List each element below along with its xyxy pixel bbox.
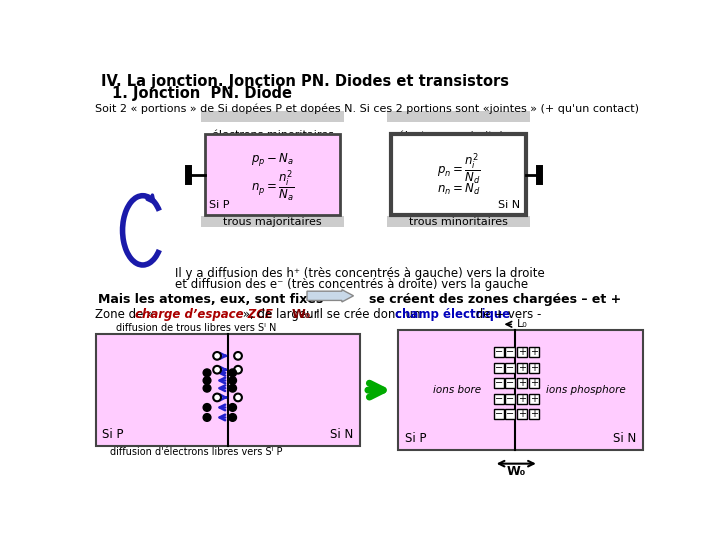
Text: −: −	[506, 394, 515, 403]
Bar	[494, 409, 504, 419]
Bar	[505, 363, 516, 373]
Text: diffusion d'électrons libres vers Sᴵ P: diffusion d'électrons libres vers Sᴵ P	[110, 448, 282, 457]
Text: −: −	[495, 378, 503, 388]
Circle shape	[229, 384, 236, 392]
Bar	[204, 134, 341, 215]
Text: +: +	[518, 394, 526, 403]
Text: Mais les atomes, eux, sont fixes: Mais les atomes, eux, sont fixes	[98, 293, 323, 306]
Text: électrons minoritaires: électrons minoritaires	[212, 130, 333, 140]
Text: +: +	[530, 363, 538, 373]
Bar	[517, 409, 527, 419]
Bar	[517, 347, 527, 357]
Bar	[505, 347, 516, 357]
Bar	[505, 394, 516, 403]
Text: et diffusion des e⁻ (très concentrés à droite) vers la gauche: et diffusion des e⁻ (très concentrés à d…	[175, 278, 528, 291]
Text: +: +	[518, 378, 526, 388]
Text: −: −	[495, 394, 503, 403]
Text: Si N: Si N	[498, 200, 520, 211]
Bar	[494, 347, 504, 357]
Text: $p_p - N_a$: $p_p - N_a$	[251, 151, 294, 168]
Bar	[201, 217, 344, 227]
Text: Si N: Si N	[613, 432, 636, 445]
Text: IV. La jonction. Jonction PN. Diodes et transistors: IV. La jonction. Jonction PN. Diodes et …	[101, 74, 509, 89]
Bar	[517, 394, 527, 403]
Text: diffusion de trous libres vers Sᴵ N: diffusion de trous libres vers Sᴵ N	[116, 323, 276, 333]
Circle shape	[203, 369, 211, 377]
Bar	[96, 334, 360, 446]
Text: −: −	[495, 409, 503, 419]
Bar	[517, 378, 527, 388]
Bar	[505, 378, 516, 388]
Bar	[517, 363, 527, 373]
Bar	[201, 111, 344, 122]
Text: +: +	[530, 378, 538, 388]
Text: L₀: L₀	[517, 319, 528, 329]
Bar	[387, 111, 530, 122]
Circle shape	[229, 414, 236, 421]
Bar	[528, 347, 539, 357]
Circle shape	[229, 377, 236, 384]
Text: se créent des zones chargées – et +: se créent des zones chargées – et +	[369, 293, 621, 306]
Text: −: −	[506, 347, 515, 357]
Text: Si N: Si N	[330, 428, 354, 441]
Bar	[494, 363, 504, 373]
Text: », de largeur: », de largeur	[239, 308, 322, 321]
Text: $p_n = \dfrac{n_i^2}{N_d}$: $p_n = \dfrac{n_i^2}{N_d}$	[436, 151, 480, 186]
Text: ions bore: ions bore	[433, 385, 481, 395]
Text: champ électrique: champ électrique	[395, 308, 510, 321]
Text: . Il se crée donc un: . Il se crée donc un	[305, 308, 425, 321]
Text: −: −	[506, 409, 515, 419]
Text: W₀: W₀	[507, 465, 526, 478]
Circle shape	[234, 366, 242, 374]
Text: Si P: Si P	[102, 428, 124, 441]
Bar	[494, 378, 504, 388]
Text: Si P: Si P	[210, 200, 230, 211]
Circle shape	[229, 369, 236, 377]
Text: électrons majoritaires: électrons majoritaires	[397, 130, 519, 141]
Circle shape	[203, 414, 211, 421]
Text: Soit 2 « portions » de Si dopées P et dopées N. Si ces 2 portions sont «jointes : Soit 2 « portions » de Si dopées P et do…	[94, 103, 639, 114]
Bar	[528, 409, 539, 419]
Bar	[494, 394, 504, 403]
Text: Si P: Si P	[405, 432, 426, 445]
Circle shape	[234, 394, 242, 401]
Bar	[528, 363, 539, 373]
Text: −: −	[495, 347, 503, 357]
Text: +: +	[530, 394, 538, 403]
Text: +: +	[518, 363, 526, 373]
FancyArrow shape	[307, 289, 354, 302]
Bar	[528, 378, 539, 388]
Text: −: −	[506, 363, 515, 373]
Circle shape	[203, 403, 211, 411]
Circle shape	[203, 377, 211, 384]
Text: W₀: W₀	[292, 308, 311, 321]
Text: +: +	[518, 347, 526, 357]
Circle shape	[203, 384, 211, 392]
Circle shape	[213, 366, 221, 374]
Text: ions phosphore: ions phosphore	[546, 385, 625, 395]
Text: −: −	[495, 363, 503, 373]
Bar	[398, 330, 642, 450]
Bar	[505, 409, 516, 419]
Text: de + vers -: de + vers -	[472, 308, 541, 321]
Text: $n_p = \dfrac{n_i^2}{N_a}$: $n_p = \dfrac{n_i^2}{N_a}$	[251, 168, 294, 203]
Circle shape	[213, 352, 221, 360]
Text: Il y a diffusion des h⁺ (très concentrés à gauche) vers la droite: Il y a diffusion des h⁺ (très concentrés…	[175, 267, 545, 280]
Text: $n_n = N_d$: $n_n = N_d$	[437, 182, 480, 197]
Text: 1. Jonction  PN. Diode: 1. Jonction PN. Diode	[112, 86, 292, 102]
Bar	[528, 394, 539, 403]
Text: trous minoritaires: trous minoritaires	[409, 217, 508, 227]
Circle shape	[234, 352, 242, 360]
Text: trous majoritaires: trous majoritaires	[223, 217, 322, 227]
Text: +: +	[530, 409, 538, 419]
Text: +: +	[530, 347, 538, 357]
Text: −: −	[506, 378, 515, 388]
Circle shape	[213, 394, 221, 401]
Text: Zone de «: Zone de «	[94, 308, 158, 321]
Bar	[391, 134, 526, 215]
Text: charge d’espace ZCE: charge d’espace ZCE	[135, 308, 273, 321]
Bar	[387, 217, 530, 227]
Text: +: +	[518, 409, 526, 419]
Circle shape	[229, 403, 236, 411]
